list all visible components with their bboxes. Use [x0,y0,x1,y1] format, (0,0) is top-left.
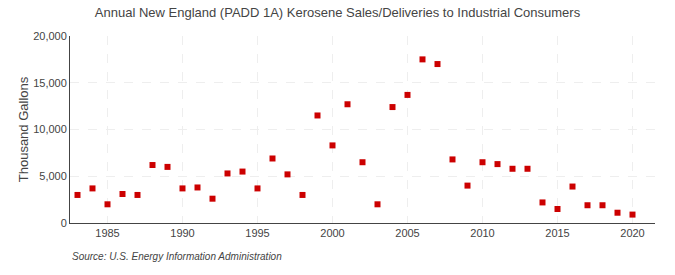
svg-text:10,000: 10,000 [33,123,67,135]
svg-text:2020: 2020 [620,227,644,239]
svg-text:2000: 2000 [320,227,344,239]
svg-text:2005: 2005 [395,227,419,239]
svg-text:1990: 1990 [170,227,194,239]
svg-text:0: 0 [61,217,67,229]
svg-text:2015: 2015 [545,227,569,239]
svg-text:2010: 2010 [470,227,494,239]
svg-text:Source: U.S. Energy Informatio: Source: U.S. Energy Information Administ… [72,251,282,262]
svg-text:1985: 1985 [95,227,119,239]
svg-text:15,000: 15,000 [33,77,67,89]
svg-text:Annual New England (PADD 1A) K: Annual New England (PADD 1A) Kerosene Sa… [95,5,581,20]
svg-text:Thousand Gallons: Thousand Gallons [16,76,31,182]
svg-text:5,000: 5,000 [39,170,67,182]
svg-text:1995: 1995 [245,227,269,239]
svg-text:20,000: 20,000 [33,30,67,42]
